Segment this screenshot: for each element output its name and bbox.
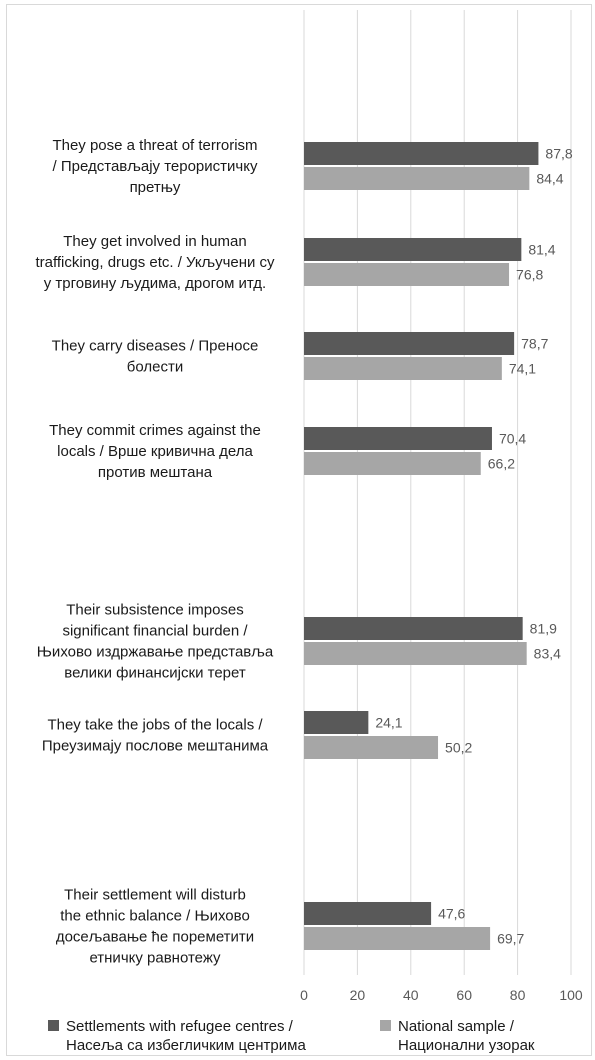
bar: [304, 927, 491, 950]
data-label: 69,7: [497, 931, 524, 947]
category-label-line: Their settlement will disturb: [64, 887, 246, 904]
data-label: 70,4: [499, 431, 526, 447]
category-label: Their subsistence imposes significant fin…: [37, 602, 274, 682]
category-label-line: Their subsistence imposes: [66, 602, 244, 619]
category-label-line: They carry diseases / Преносе: [52, 338, 259, 355]
bar: [304, 736, 439, 759]
category-label-line: болести: [127, 359, 183, 376]
data-label: 50,2: [445, 740, 472, 756]
data-label: 24,1: [375, 715, 402, 731]
legend-swatch: [48, 1020, 59, 1031]
data-label: 84,4: [536, 171, 563, 187]
category-label: They pose a threat of terrorism / Предста…: [52, 137, 258, 196]
legend-label: National sample / Национални узорак: [398, 1018, 535, 1054]
category-label-line: the ethnic balance / Њихово: [60, 908, 250, 925]
data-label: 76,8: [516, 267, 543, 283]
category-label-line: They take the jobs of the locals /: [47, 717, 263, 734]
data-label: 47,6: [438, 906, 465, 922]
data-label: 81,9: [530, 621, 557, 637]
bar: [304, 902, 432, 925]
legend-label-line: Насеља са избегличким центрима: [66, 1037, 306, 1054]
category-label-line: у трговину људима, дрогом итд.: [44, 275, 266, 292]
x-tick-label: 20: [350, 987, 366, 1003]
bar: [304, 263, 510, 286]
data-label: 83,4: [534, 646, 561, 662]
category-label-line: / Представљају терористичку: [53, 158, 258, 175]
data-label: 78,7: [521, 336, 548, 352]
category-label-line: претњу: [130, 179, 181, 196]
bar: [304, 452, 481, 475]
bar: [304, 357, 502, 380]
data-label: 81,4: [528, 242, 555, 258]
category-label: They get involved in human trafficking, d…: [35, 233, 275, 292]
legend-label: Settlements with refugee centres / Насеља…: [66, 1018, 306, 1054]
bar: [304, 238, 522, 261]
x-tick-label: 40: [403, 987, 419, 1003]
data-label: 74,1: [509, 361, 536, 377]
legend-label-line: National sample /: [398, 1018, 515, 1035]
x-tick-label: 60: [456, 987, 472, 1003]
category-label: They carry diseases / Преносе болести: [52, 338, 259, 376]
bar: [304, 167, 530, 190]
category-label-line: trafficking, drugs etc. / Укључени су: [35, 254, 275, 271]
bar: [304, 642, 527, 665]
category-label-line: They get involved in human: [63, 233, 246, 250]
category-label-line: против мештана: [98, 464, 213, 481]
category-label-line: Преузимају послове мештанима: [42, 738, 269, 755]
data-label: 66,2: [488, 456, 515, 472]
category-label-line: етничку равнотежу: [89, 950, 221, 967]
category-label-line: Њихово издржавање представља: [37, 644, 274, 661]
category-label-line: досељавање ће пореметити: [56, 929, 254, 946]
category-label-line: They pose a threat of terrorism: [52, 137, 257, 154]
x-tick-label: 100: [559, 987, 583, 1003]
category-label: They take the jobs of the locals / Преузи…: [42, 717, 269, 755]
bar: [304, 142, 539, 165]
category-label-line: велики финансијски терет: [64, 665, 246, 682]
bar: [304, 617, 523, 640]
bar: [304, 332, 515, 355]
legend-label-line: Settlements with refugee centres /: [66, 1018, 294, 1035]
data-label: 87,8: [545, 146, 572, 162]
legend-label-line: Национални узорак: [398, 1037, 535, 1054]
category-label-line: significant financial burden /: [62, 623, 248, 640]
legend-swatch: [380, 1020, 391, 1031]
x-tick-label: 80: [510, 987, 526, 1003]
category-label-line: locals / Врше кривична дела: [57, 443, 253, 460]
x-tick-label: 0: [300, 987, 308, 1003]
bar: [304, 711, 369, 734]
category-label-line: They commit crimes against the: [49, 422, 261, 439]
category-label: Their settlement will disturb the ethnic …: [56, 887, 254, 967]
bar: [304, 427, 492, 450]
category-label: They commit crimes against the locals / В…: [49, 422, 261, 481]
